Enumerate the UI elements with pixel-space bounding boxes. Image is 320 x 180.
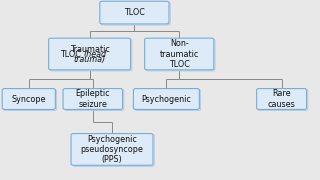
Text: Non-
traumatic
TLOC: Non- traumatic TLOC	[159, 39, 199, 69]
FancyBboxPatch shape	[100, 1, 169, 24]
FancyBboxPatch shape	[257, 89, 307, 109]
FancyBboxPatch shape	[258, 90, 308, 111]
Text: Psychogenic
pseudosyncope
(PPS): Psychogenic pseudosyncope (PPS)	[81, 134, 143, 164]
Text: TLOC: TLOC	[60, 50, 83, 59]
Text: Traumatic: Traumatic	[70, 45, 109, 54]
FancyBboxPatch shape	[133, 89, 199, 109]
Text: Psychogenic: Psychogenic	[141, 94, 191, 103]
Text: Epileptic
seizure: Epileptic seizure	[76, 89, 110, 109]
FancyBboxPatch shape	[101, 2, 170, 25]
FancyBboxPatch shape	[4, 90, 57, 111]
FancyBboxPatch shape	[135, 90, 201, 111]
FancyBboxPatch shape	[2, 89, 55, 109]
Text: (head: (head	[83, 50, 106, 59]
Text: Rare
causes: Rare causes	[268, 89, 295, 109]
Text: Syncope: Syncope	[12, 94, 46, 103]
FancyBboxPatch shape	[71, 134, 153, 165]
Text: TLOC: TLOC	[124, 8, 145, 17]
FancyBboxPatch shape	[64, 90, 124, 111]
FancyBboxPatch shape	[72, 135, 154, 166]
FancyBboxPatch shape	[49, 38, 131, 70]
FancyBboxPatch shape	[63, 89, 123, 109]
FancyBboxPatch shape	[146, 39, 215, 71]
FancyBboxPatch shape	[50, 39, 132, 71]
FancyBboxPatch shape	[145, 38, 214, 70]
Text: trauma): trauma)	[74, 55, 106, 64]
